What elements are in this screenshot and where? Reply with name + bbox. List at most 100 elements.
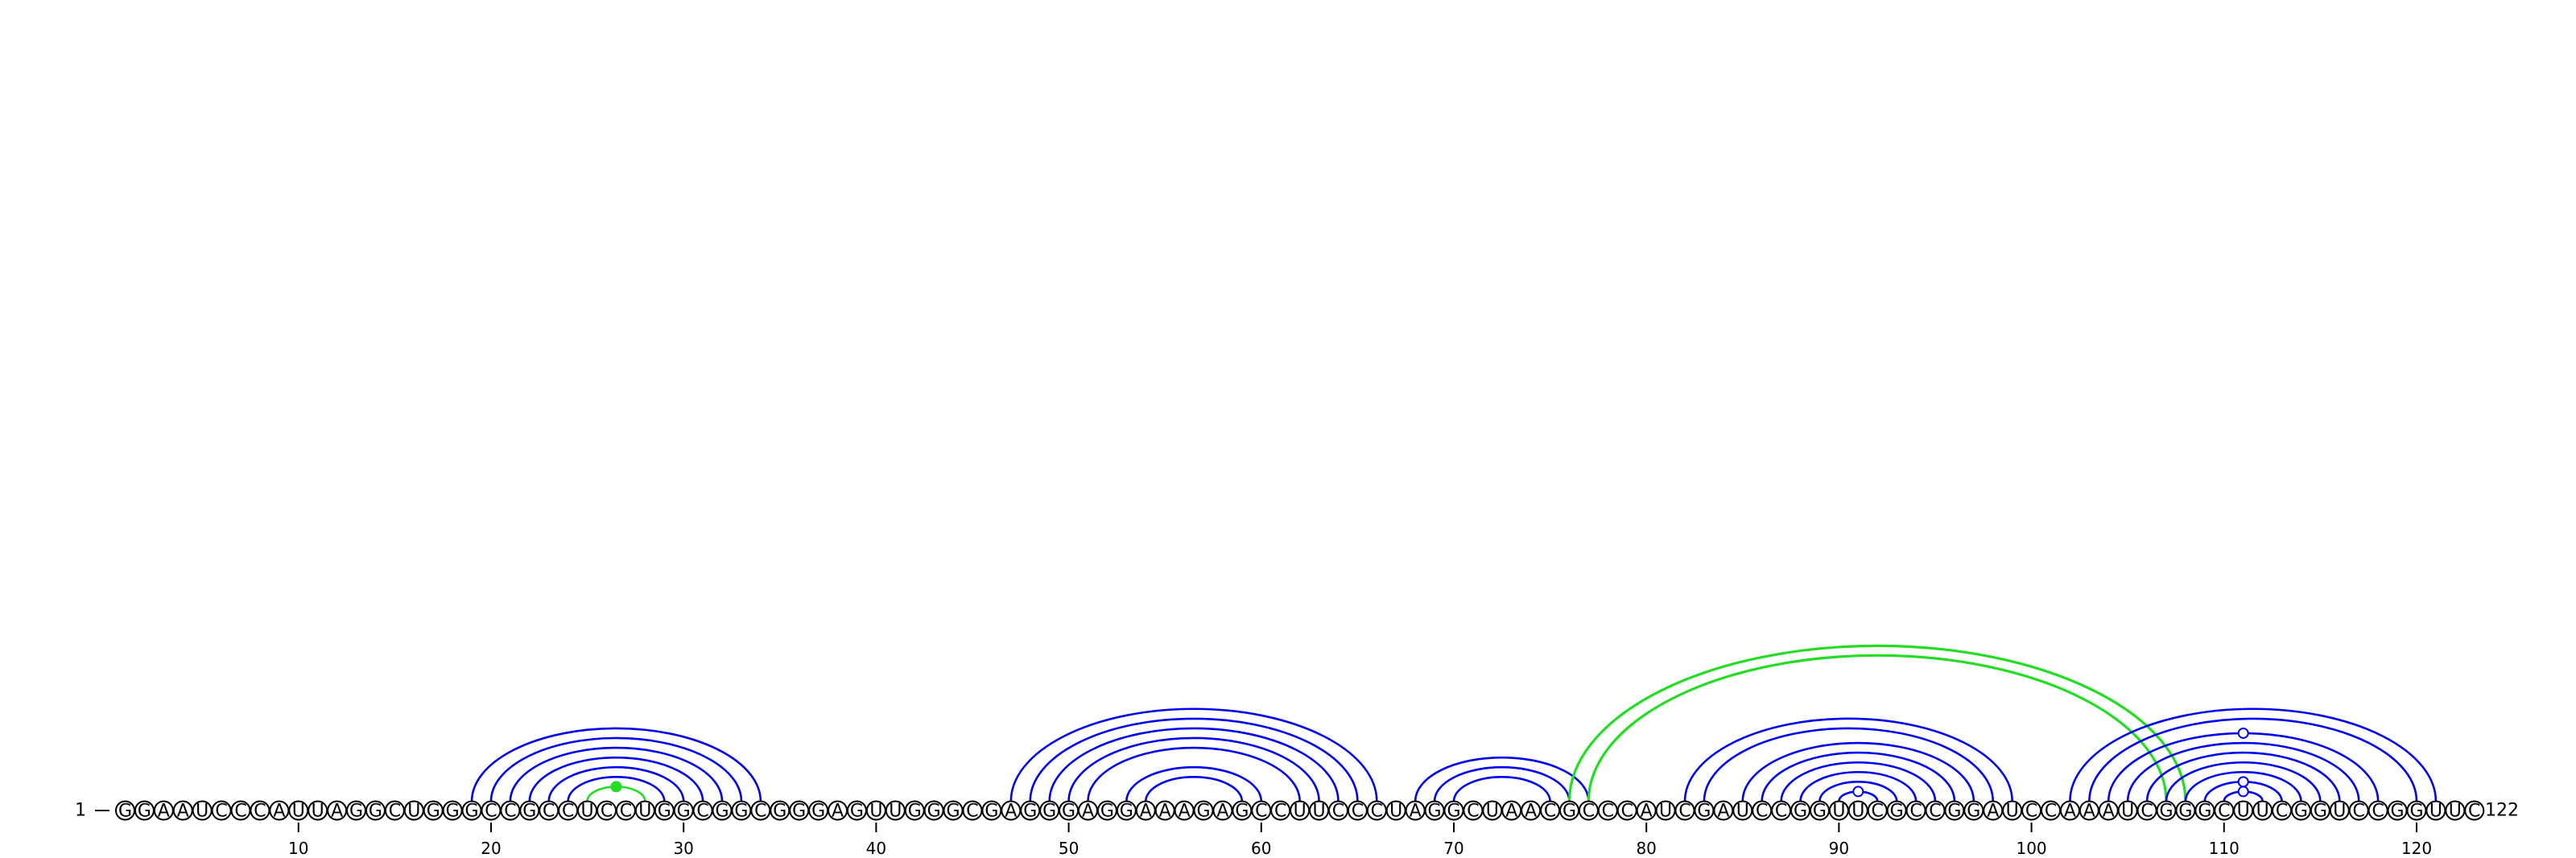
nucleotide-35: G (770, 800, 791, 822)
pair-arc-24-29 (567, 776, 666, 802)
nucleotide-17: G (423, 800, 444, 822)
nucleotide-16: U (403, 800, 424, 822)
svg-text:G: G (947, 802, 960, 822)
tick-20: 20 (481, 823, 502, 858)
open-circle-icon-110-112 (2237, 786, 2249, 798)
nucleotide-8: C (250, 800, 270, 822)
nucleotide-98: A (1983, 800, 2004, 822)
nucleotide-103: A (2079, 800, 2099, 822)
nucleotide-45: C (962, 800, 983, 822)
nucleotide-27: C (615, 800, 636, 822)
pair-arc-103-120 (2088, 717, 2418, 802)
pair-arc-82-99 (1683, 717, 2013, 802)
nucleotide-96: G (1944, 800, 1965, 822)
svg-text:G: G (2294, 802, 2308, 822)
nucleotide-25: U (577, 800, 598, 822)
pair-arc-83-98 (1703, 727, 1995, 802)
svg-text:C: C (1909, 802, 1922, 822)
nucleotide-76: G (1559, 800, 1579, 822)
nucleotide-13: G (346, 800, 367, 822)
nucleotide-120: G (2406, 800, 2427, 822)
svg-text:U: U (407, 802, 420, 822)
svg-text:G: G (522, 802, 536, 822)
svg-text:G: G (369, 802, 382, 822)
tick-110: 110 (2209, 823, 2240, 858)
svg-text:U: U (2429, 802, 2442, 822)
svg-text:C: C (2140, 802, 2153, 822)
svg-text:C: C (504, 802, 516, 822)
nucleotide-63: U (1309, 800, 1330, 822)
pair-arc-107-115 (2165, 761, 2322, 802)
nucleotide-3: A (153, 800, 174, 822)
nucleotide-67: U (1385, 800, 1406, 822)
svg-text:A: A (1641, 802, 1653, 822)
nucleotide-44: G (943, 800, 964, 822)
nucleotide-94: C (1905, 800, 1926, 822)
nucleotide-49: G (1039, 800, 1060, 822)
pair-arc-53-60 (1125, 765, 1263, 802)
svg-text:C: C (2372, 802, 2384, 822)
svg-text:G: G (2409, 802, 2423, 822)
svg-text:G: G (773, 802, 786, 822)
pair-arc-86-96 (1761, 751, 1956, 802)
base-pair-arcs (470, 644, 2438, 802)
tick-120: 120 (2401, 823, 2432, 858)
svg-text:U: U (2237, 802, 2250, 822)
nucleotide-4: A (172, 800, 193, 822)
svg-text:C: C (254, 802, 266, 822)
svg-text:C: C (601, 802, 613, 822)
svg-text:G: G (850, 802, 864, 822)
pair-symbols (610, 727, 2249, 798)
svg-text:A: A (331, 802, 343, 822)
svg-text:G: G (138, 802, 151, 822)
nucleotide-73: A (1501, 800, 1522, 822)
nucleotide-122: U (2445, 800, 2466, 822)
tick-60: 60 (1251, 823, 1272, 858)
svg-text:G: G (1813, 802, 1827, 822)
pair-arc-77-107 (1587, 654, 2168, 802)
nucleotide-55: A (1154, 800, 1175, 822)
end-label: 122 (2485, 801, 2519, 821)
nucleotide-88: G (1790, 800, 1811, 822)
nucleotide-92: C (1867, 800, 1888, 822)
svg-text:G: G (2178, 802, 2192, 822)
svg-text:A: A (1179, 802, 1191, 822)
nucleotide-68: A (1405, 800, 1426, 822)
svg-text:C: C (1274, 802, 1286, 822)
svg-text:G: G (349, 802, 363, 822)
nucleotide-61: C (1270, 800, 1291, 822)
nucleotide-102: A (2059, 800, 2080, 822)
nucleotide-2: G (134, 800, 155, 822)
svg-text:C: C (754, 802, 766, 822)
svg-text:A: A (158, 802, 170, 822)
svg-text:G: G (734, 802, 748, 822)
svg-text:G: G (1120, 802, 1133, 822)
svg-text:C: C (2045, 802, 2057, 822)
svg-text:A: A (177, 802, 189, 822)
svg-text:60: 60 (1251, 839, 1271, 858)
svg-text:C: C (1371, 802, 1383, 822)
position-ticks: 10 20 30 40 50 60 70 80 90 100 110 120 (288, 823, 2432, 858)
svg-text:A: A (1216, 802, 1228, 822)
svg-text:C: C (2468, 802, 2480, 822)
svg-text:C: C (1602, 802, 1614, 822)
nucleotide-38: A (828, 800, 848, 822)
svg-text:A: A (1140, 802, 1152, 822)
open-circle-icon-90-92 (1852, 786, 1864, 798)
nucleotide-91: U (1847, 800, 1868, 822)
nucleotide-18: G (442, 800, 463, 822)
svg-text:A: A (1082, 802, 1094, 822)
pair-arc-85-97 (1741, 741, 1975, 802)
nucleotide-80: A (1636, 800, 1657, 822)
svg-text:A: A (273, 802, 285, 822)
svg-text:G: G (1794, 802, 1807, 822)
nucleotide-64: C (1327, 800, 1348, 822)
svg-text:C: C (1467, 802, 1479, 822)
svg-text:C: C (2353, 802, 2365, 822)
nucleotide-20: C (481, 800, 502, 822)
svg-text:C: C (620, 802, 632, 822)
pair-arc-19-34 (470, 727, 762, 802)
nucleotide-10: U (288, 800, 309, 822)
nucleotide-36: G (789, 800, 810, 822)
